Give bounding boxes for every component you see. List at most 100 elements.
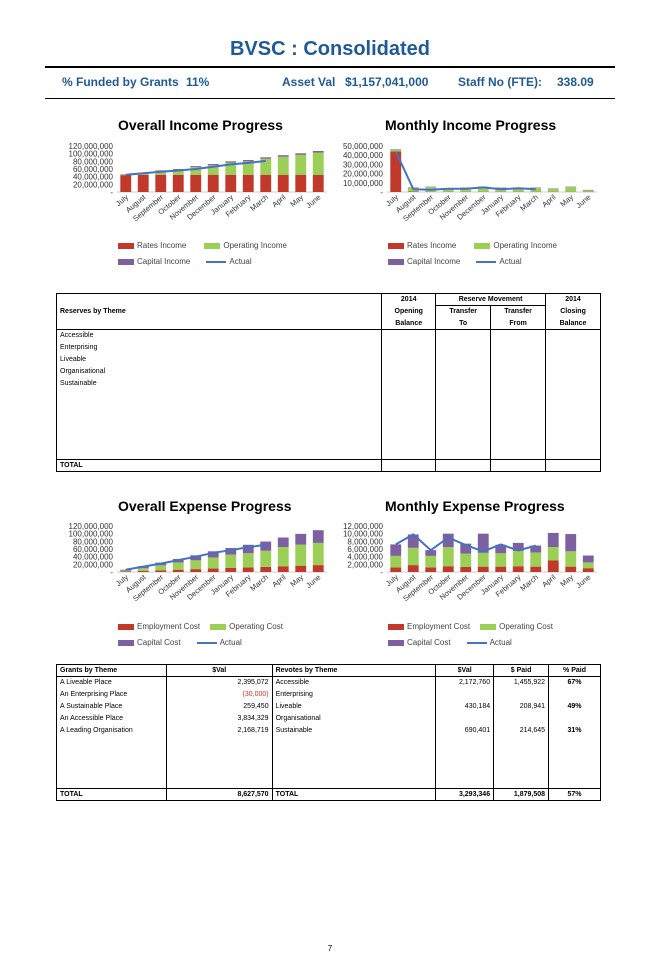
grants-val-header: $Val — [165, 664, 273, 677]
chart-title-overall-income: Overall Income Progress — [118, 117, 283, 133]
reserves-year-header: 2014 — [381, 293, 436, 306]
paid-value — [493, 688, 549, 701]
pct-paid: 31% — [548, 724, 601, 737]
legend-swatch — [388, 242, 404, 249]
y-tick-label: 60,000,000 — [73, 545, 114, 554]
bar-segment — [530, 545, 542, 553]
bar-segment — [190, 174, 202, 192]
bar-segment — [565, 534, 577, 552]
revotes-theme-header: Revotes by Theme — [271, 664, 436, 677]
title-divider — [45, 66, 615, 68]
bar-segment — [312, 150, 324, 153]
legend-swatch — [474, 242, 491, 249]
x-tick-label: June — [574, 193, 592, 210]
bar-segment — [582, 190, 594, 192]
table-row: Enterprising — [57, 341, 601, 354]
x-tick-label: March — [248, 573, 270, 593]
reserve-theme: Organisational — [60, 368, 106, 375]
bar-segment — [155, 565, 167, 571]
x-tick-label: May — [558, 572, 575, 588]
y-tick-label: 60,000,000 — [73, 165, 114, 174]
pct-paid-header: % Paid — [548, 664, 601, 677]
bar-segment — [207, 557, 219, 569]
bar-segment — [407, 534, 419, 548]
bar-segment — [207, 568, 219, 572]
total-label: TOTAL — [271, 788, 436, 801]
bar-segment — [225, 174, 237, 192]
actual-line — [125, 159, 266, 176]
overall-expense-chart: 120,000,000100,000,00080,000,00060,000,0… — [69, 522, 327, 603]
grant-theme: A Leading Organisation — [60, 727, 133, 734]
overall-income-chart: 120,000,000100,000,00080,000,00060,000,0… — [69, 142, 327, 223]
bar-segment — [190, 569, 202, 572]
bar-segment — [565, 551, 577, 567]
bar-segment — [312, 530, 324, 543]
bar-segment — [225, 161, 237, 163]
bar-segment — [512, 550, 524, 567]
revote-theme: Accessible — [271, 676, 436, 689]
bar-segment — [295, 174, 307, 192]
funded-label: % Funded by Grants — [62, 75, 179, 89]
bar-segment — [172, 569, 184, 572]
actual-line — [395, 533, 537, 553]
legend-label: Rates Income — [137, 241, 187, 250]
legend-label: Capital Income — [137, 257, 191, 266]
legend-label: Operating Income — [223, 241, 287, 250]
revote-value: 430,184 — [435, 700, 494, 713]
bar-segment — [390, 544, 402, 556]
bar-segment — [277, 155, 289, 157]
to-header: To — [435, 317, 491, 330]
kpi-divider — [45, 98, 615, 99]
y-tick-label: 2,000,000 — [347, 560, 383, 569]
revote-value: 690,401 — [435, 724, 494, 737]
bar-segment — [190, 167, 202, 175]
y-tick-label: 100,000,000 — [69, 530, 114, 539]
bar-segment — [277, 537, 289, 548]
chart-title-monthly-expense: Monthly Expense Progress — [385, 498, 565, 514]
pct-paid — [548, 712, 601, 725]
bar-segment — [407, 565, 419, 572]
bar-segment — [120, 569, 132, 571]
reserve-theme: Accessible — [60, 332, 94, 340]
bar-segment — [190, 166, 202, 168]
bar-segment — [277, 547, 289, 567]
bar-segment — [312, 174, 324, 192]
bar-segment — [277, 174, 289, 192]
bar-segment — [295, 544, 307, 566]
x-tick-label: June — [574, 573, 592, 590]
y-tick-label: 80,000,000 — [73, 537, 114, 546]
opening-balance-header: Balance — [381, 317, 436, 330]
y-tick-label: 30,000,000 — [343, 160, 384, 169]
bar-segment — [442, 188, 454, 192]
x-tick-label: May — [288, 192, 305, 208]
bar-segment — [390, 555, 402, 568]
grant-value: 3,834,329 — [165, 712, 273, 725]
bar-segment — [425, 555, 437, 568]
legend-swatch — [118, 242, 134, 249]
pct-paid: 49% — [548, 700, 601, 713]
bar-segment — [530, 566, 542, 572]
x-tick-label: April — [540, 572, 558, 589]
y-tick-label: 100,000,000 — [69, 150, 114, 159]
legend-item: Capital Cost — [118, 638, 181, 647]
bar-segment — [120, 570, 132, 572]
bar-segment — [442, 547, 454, 567]
paid-value: 1,455,922 — [493, 676, 549, 689]
y-tick-label: - — [380, 188, 383, 197]
x-tick-label: March — [518, 573, 540, 593]
pct-paid: 67% — [548, 676, 601, 689]
bar-segment — [442, 566, 454, 572]
actual-line — [125, 543, 266, 571]
grants-theme-header: Grants by Theme — [56, 664, 167, 677]
monthly-expense-chart: 12,000,00010,000,0008,000,0006,000,0004,… — [343, 522, 597, 603]
grant-theme: An Enterprising Place — [60, 691, 128, 698]
grants-total-row: TOTAL 8,627,570 TOTAL 3,293,346 1,879,50… — [56, 788, 601, 801]
bar-segment — [242, 567, 254, 572]
from-header: From — [490, 317, 546, 330]
bar-segment — [260, 541, 272, 551]
legend-item: Employment Cost — [118, 622, 200, 631]
revote-theme: Sustainable — [271, 724, 436, 737]
legend-label: Employment Cost — [137, 622, 201, 631]
x-tick-label: April — [270, 192, 288, 209]
bar-segment — [390, 149, 402, 152]
